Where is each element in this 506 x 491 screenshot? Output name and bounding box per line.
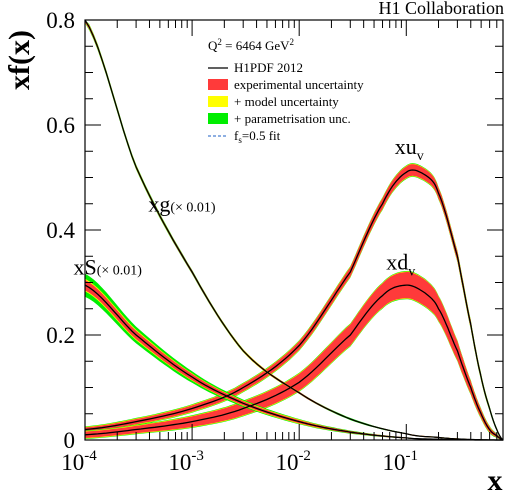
axis-ticks	[84, 19, 504, 441]
y-axis-title: xf(x)	[3, 30, 36, 90]
legend-entry-2-swatch	[208, 79, 228, 90]
legend-entry-4-swatch	[208, 113, 228, 124]
legend: Q2 = 6464 GeV2 H1PDF 2012 experimental unc…	[208, 37, 364, 145]
d-valence-curve	[84, 284, 504, 441]
u-valence-curve	[84, 169, 504, 441]
y-tick-label: 0	[64, 428, 76, 453]
legend-entry-1-label: H1PDF 2012	[234, 60, 303, 75]
legend-title: Q2 = 6464 GeV2	[208, 37, 294, 53]
sea-label: xS(× 0.01)	[73, 255, 142, 280]
gluon-label: xg(× 0.01)	[148, 192, 216, 217]
y-tick-label: 0.2	[46, 323, 75, 348]
legend-entry-2-label: experimental uncertainty	[234, 77, 364, 92]
x-axis-title: x	[488, 464, 503, 491]
x-tick-label: 10-2	[275, 448, 311, 475]
x-tick-label: 10-3	[168, 448, 204, 475]
legend-entry-4-label: + parametrisation unc.	[234, 111, 351, 126]
axis-tick-labels: 10-4 10-3 10-2 10-1 0 0.2 0.4 0.6 0.8	[46, 8, 418, 475]
d-valence-experimental-band	[85, 271, 503, 440]
legend-entry-5-label: fs=0.5 fit	[234, 128, 281, 145]
legend-entry-3-label: + model uncertainty	[234, 94, 339, 109]
u-valence-label: xuv	[395, 134, 424, 164]
sea-experimental-band	[85, 279, 503, 440]
collaboration-label: H1 Collaboration	[379, 0, 504, 18]
y-tick-label: 0.8	[46, 8, 75, 33]
d-valence-label: xdv	[386, 249, 415, 279]
legend-entry-3-swatch	[208, 96, 228, 107]
x-tick-label: 10-1	[383, 448, 419, 475]
uncertainty-bands	[85, 20, 503, 440]
x-tick-label: 10-4	[61, 448, 97, 475]
y-tick-label: 0.4	[46, 218, 75, 243]
gluon-parametrisation-band	[85, 20, 503, 440]
sea-parametrisation-band	[85, 273, 503, 440]
y-tick-label: 0.6	[46, 113, 75, 138]
curve-labels: xuv xdv xg(× 0.01) xS(× 0.01)	[73, 134, 423, 280]
